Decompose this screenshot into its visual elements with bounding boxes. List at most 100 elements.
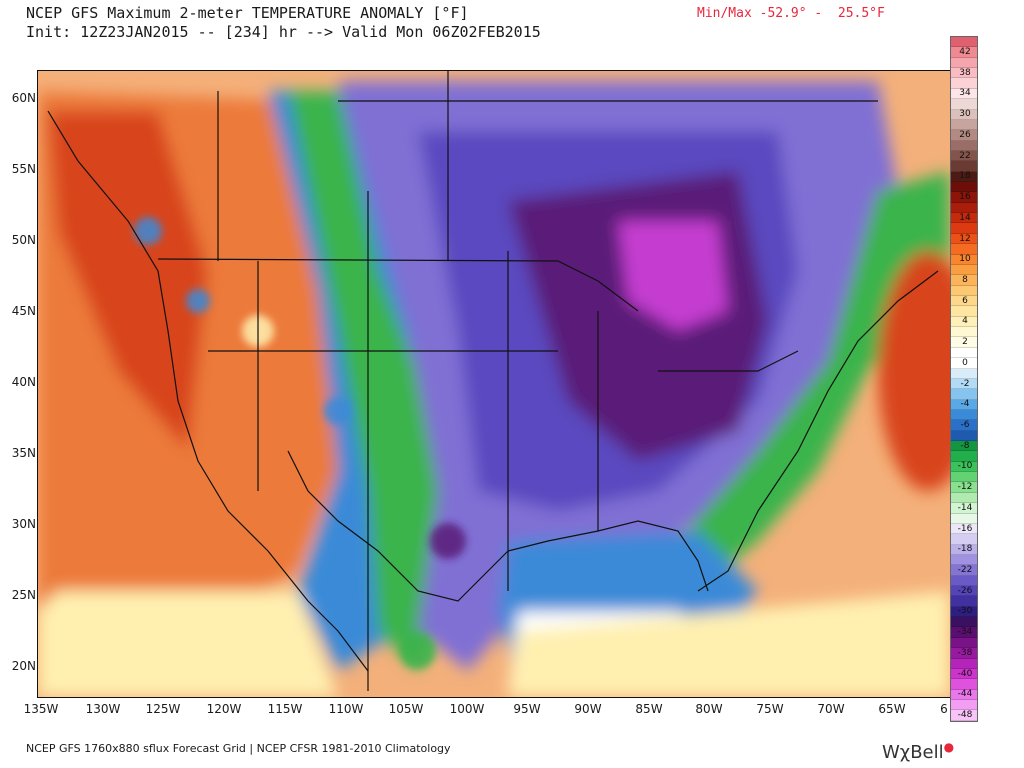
legend-label: -44 [957,689,973,700]
legend-swatch: 30 [951,109,977,120]
legend-label: -26 [957,585,973,596]
lon-label-65w: 65W [878,702,906,716]
legend-swatch [951,409,977,421]
lat-label-35n: 35N [11,446,36,460]
legend-swatch [951,119,977,131]
legend-swatch: -22 [951,565,977,576]
lon-label-80w: 80W [695,702,723,716]
legend-swatch: -14 [951,502,977,514]
lon-label-130w: 130W [85,702,121,716]
lat-label-60n: 60N [11,91,36,105]
caribbean-yellow [508,591,950,697]
legend-label: -38 [957,647,973,658]
lon-label-edge: 6 [940,702,948,716]
legend-swatch [951,244,977,255]
legend-swatch [951,368,977,379]
legend-swatch [951,554,977,566]
legend-swatch: -40 [951,668,977,680]
legend-label: -4 [960,399,970,410]
lon-label-70w: 70W [817,702,845,716]
legend-swatch [951,658,977,669]
legend-label: 18 [959,171,971,182]
init-valid-line: Init: 12Z23JAN2015 -- [234] hr --> Valid… [26,23,541,41]
legend-swatch [951,223,977,234]
legend-swatch: -16 [951,523,977,535]
legend-swatch: 12 [951,234,977,245]
legend-swatch [951,99,977,110]
legend-swatch: 8 [951,274,977,286]
legend-swatch: 38 [951,68,977,79]
legend-label: 34 [959,88,971,99]
legend-label: -6 [960,419,970,430]
legend-swatch [951,389,977,400]
atlantic-warm-cell [878,251,950,491]
legend-swatch: -6 [951,419,977,431]
legend-label: -10 [957,461,973,472]
legend-label: -22 [957,565,973,575]
lat-label-55n: 55N [11,162,36,176]
min-max-readout: Min/Max -52.9° - 25.5°F [697,6,885,21]
brand-logo: WχBell● [882,740,954,763]
legend-swatch [951,430,977,442]
legend-swatch [951,57,977,69]
legend-swatch: -10 [951,461,977,473]
lat-label-40n: 40N [11,375,36,389]
brand-dot-icon: ● [943,740,955,754]
legend-label: -48 [957,710,973,721]
legend-label: 4 [962,316,968,327]
map-canvas [38,71,950,697]
legend-swatch [951,617,977,628]
lon-label-125w: 125W [145,702,181,716]
legend-swatch: -2 [951,378,977,390]
legend-swatch [951,451,977,462]
map-title: NCEP GFS Maximum 2-meter TEMPERATURE ANO… [26,4,469,22]
legend-label: -16 [957,523,973,534]
west-hot-zone [48,111,208,451]
speckle [186,289,210,313]
legend-label: -14 [957,502,973,513]
legend-swatch: -4 [951,399,977,410]
legend-swatch: 0 [951,357,977,369]
legend-swatch: 42 [951,47,977,58]
legend-label: -30 [957,606,973,617]
legend-swatch [951,202,977,214]
legend-label: 8 [962,274,968,285]
legend-swatch [951,472,977,483]
legend-swatch: 4 [951,316,977,328]
legend-swatch: 6 [951,296,977,307]
lat-label-50n: 50N [11,233,36,247]
legend-swatch [951,182,977,193]
legend-label: 26 [959,129,971,140]
anomaly-map [37,70,951,698]
legend-swatch [951,513,977,524]
lon-label-105w: 105W [388,702,424,716]
legend-swatch [951,596,977,607]
green-band-east [678,171,950,591]
lat-label-45n: 45N [11,304,36,318]
legend-swatch [951,637,977,649]
legend-label: 0 [962,357,968,368]
legend-swatch [951,264,977,276]
legend-swatch [951,285,977,296]
legend-swatch [951,700,977,711]
legend-label: -8 [960,440,970,451]
legend-label: 16 [959,192,971,203]
legend-label: -2 [960,378,970,389]
legend-label: -40 [957,668,973,679]
lat-label-25n: 25N [11,588,36,602]
legend-swatch: -8 [951,440,977,452]
legend-swatch [951,140,977,151]
legend-label: 10 [959,254,971,265]
lon-label-110w: 110W [328,702,364,716]
legend-swatch: 2 [951,337,977,348]
lon-label-120w: 120W [206,702,242,716]
legend-swatch [951,78,977,89]
lat-label-20n: 20N [11,659,36,673]
speckle [400,633,436,669]
legend-swatch [951,347,977,359]
legend-swatch: 10 [951,254,977,265]
brand-name: WχBell [882,742,944,763]
legend-label: 22 [959,150,971,161]
legend-swatch: 22 [951,150,977,162]
legend-swatch: 14 [951,213,977,224]
